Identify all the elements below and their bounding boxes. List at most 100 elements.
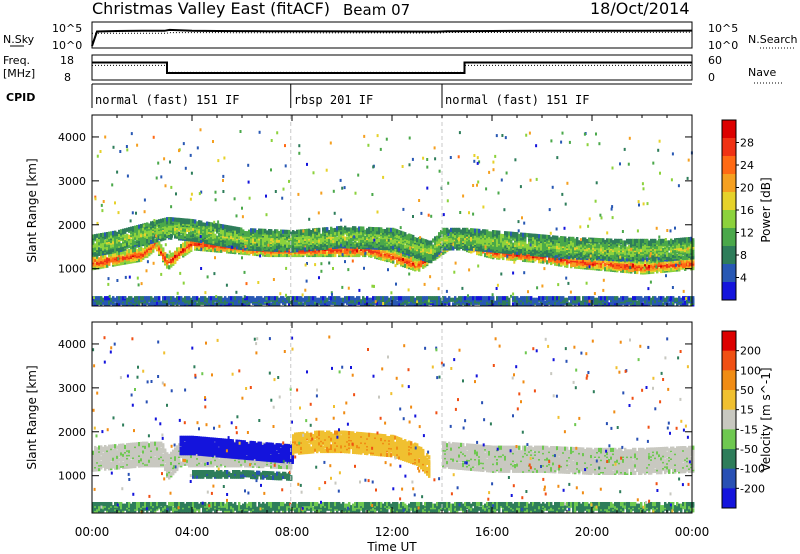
heatmap-cell [580, 240, 583, 245]
heatmap-cell [584, 240, 587, 245]
heatmap-cell [648, 269, 651, 275]
heatmap-cell [192, 232, 195, 238]
heatmap-cell [146, 230, 149, 235]
heatmap-cell [168, 226, 171, 231]
heatmap-cell [626, 262, 629, 268]
heatmap-cell [122, 228, 125, 233]
heatmap-cell [514, 250, 517, 255]
heatmap-cell [634, 238, 637, 243]
heatmap-cell [584, 237, 587, 242]
heatmap-cell [642, 257, 645, 262]
heatmap-cell [94, 262, 97, 267]
heatmap-cell [290, 236, 293, 241]
heatmap-cell [476, 228, 479, 233]
heatmap-cell [544, 245, 547, 250]
heatmap-cell [140, 257, 143, 262]
heatmap-cell [138, 251, 141, 256]
heatmap-cell [546, 234, 549, 239]
heatmap-cell [276, 229, 279, 234]
heatmap-cell [136, 252, 139, 257]
heatmap-cell [370, 253, 373, 258]
heatmap-cell [92, 234, 95, 239]
heatmap-cell [454, 240, 457, 245]
heatmap-cell [326, 244, 329, 249]
heatmap-cell [320, 238, 323, 243]
heatmap-cell [552, 239, 555, 245]
heatmap-cell [252, 228, 255, 233]
heatmap-cell [414, 237, 417, 242]
heatmap-cell [210, 222, 213, 227]
heatmap-cell [124, 255, 127, 260]
heatmap-cell [422, 264, 425, 269]
heatmap-cell [556, 258, 559, 263]
heatmap-cell [124, 251, 127, 256]
heatmap-cell [138, 224, 141, 229]
heatmap-cell [150, 248, 153, 253]
heatmap-cell [596, 244, 599, 249]
heatmap-cell [374, 251, 377, 256]
heatmap-cell [536, 233, 539, 239]
heatmap-cell [128, 239, 131, 244]
heatmap-cell [234, 229, 237, 234]
heatmap-cell [210, 243, 213, 248]
heatmap-cell [626, 254, 629, 259]
heatmap-cell [214, 233, 217, 238]
heatmap-cell [106, 263, 109, 268]
heatmap-cell [170, 217, 173, 222]
heatmap-cell [384, 229, 387, 234]
heatmap-cell [98, 233, 101, 238]
heatmap-cell [130, 248, 133, 253]
heatmap-cell [186, 237, 189, 242]
heatmap-cell [320, 233, 323, 238]
heatmap-cell [424, 257, 427, 262]
heatmap-cell [564, 242, 567, 247]
heatmap-cell [528, 255, 531, 260]
heatmap-cell [608, 252, 611, 257]
heatmap-cell [450, 227, 453, 232]
heatmap-cell [182, 218, 185, 223]
heatmap-cell [480, 239, 483, 244]
heatmap-cell [112, 253, 115, 258]
heatmap-cell [218, 232, 221, 237]
heatmap-cell [516, 241, 519, 246]
heatmap-cell [502, 247, 505, 252]
heatmap-cell [176, 247, 179, 252]
heatmap-cell [650, 266, 653, 271]
heatmap-cell [574, 238, 577, 243]
heatmap-cell [156, 241, 159, 246]
heatmap-cell [684, 263, 687, 268]
heatmap-cell [638, 245, 641, 250]
heatmap-cell [390, 244, 393, 249]
heatmap-cell [380, 256, 383, 261]
heatmap-cell [560, 239, 563, 244]
heatmap-cell [556, 241, 559, 246]
heatmap-cell [114, 242, 117, 248]
heatmap-cell [626, 238, 629, 243]
heatmap-cell [644, 264, 647, 269]
heatmap-cell [580, 251, 583, 256]
heatmap-cell [440, 237, 443, 242]
heatmap-cell [446, 240, 449, 245]
heatmap-cell [350, 238, 353, 243]
heatmap-cell [440, 230, 443, 235]
heatmap-cell [504, 238, 507, 243]
heatmap-cell [488, 235, 491, 240]
heatmap-cell [624, 251, 627, 256]
heatmap-cell [650, 241, 653, 247]
heatmap-cell [528, 233, 531, 238]
heatmap-cell [498, 233, 501, 238]
heatmap-cell [302, 248, 305, 253]
heatmap-cell [518, 247, 521, 252]
heatmap-cell [266, 230, 269, 235]
heatmap-cell [602, 242, 605, 247]
heatmap-cell [464, 232, 467, 237]
heatmap-cell [428, 246, 431, 251]
heatmap-cell [142, 226, 145, 231]
heatmap-cell [356, 233, 359, 239]
heatmap-cell [172, 217, 175, 222]
heatmap-cell [412, 255, 415, 260]
heatmap-cell [650, 259, 653, 264]
heatmap-cell [510, 247, 513, 252]
heatmap-cell [636, 246, 639, 251]
heatmap-cell [526, 246, 529, 252]
